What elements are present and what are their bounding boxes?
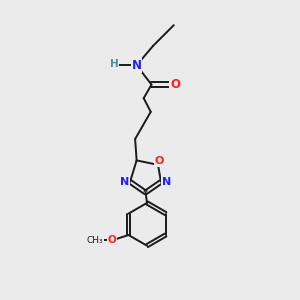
Text: N: N xyxy=(162,177,171,187)
Text: N: N xyxy=(132,59,142,72)
Text: O: O xyxy=(155,156,164,166)
Text: CH₃: CH₃ xyxy=(87,236,104,245)
Text: O: O xyxy=(108,236,116,245)
Text: O: O xyxy=(170,78,180,91)
Text: H: H xyxy=(110,59,119,69)
Text: N: N xyxy=(120,177,129,187)
